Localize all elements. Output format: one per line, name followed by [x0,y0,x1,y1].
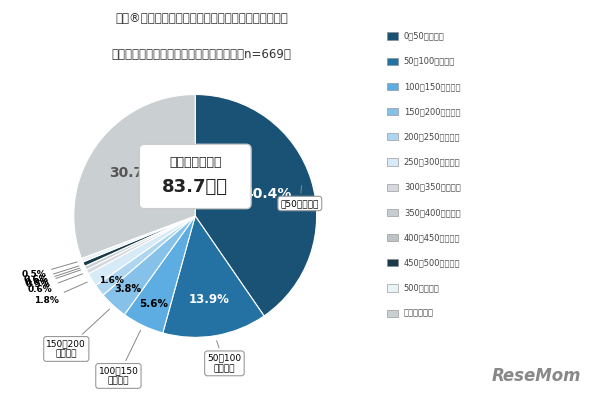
Text: 0〜50時間未満: 0〜50時間未満 [404,32,445,40]
Wedge shape [85,216,195,266]
Text: 0.6%: 0.6% [28,274,82,294]
Text: 0.0%: 0.0% [24,268,80,287]
Text: 覚えていない: 覚えていない [404,309,434,318]
Text: 50〜100時間未満: 50〜100時間未満 [404,57,455,66]
Wedge shape [82,216,195,262]
Wedge shape [103,216,195,315]
Text: 合格するために何時間学習しましたか。（n=669）: 合格するために何時間学習しましたか。（n=669） [112,48,291,61]
Text: 150〜200
時間未満: 150〜200 時間未満 [46,309,110,359]
FancyBboxPatch shape [139,144,251,209]
Text: 350〜400時間未満: 350〜400時間未満 [404,208,461,217]
Text: 100〜150時間未満: 100〜150時間未満 [404,82,461,91]
Text: 400〜450時間未満: 400〜450時間未満 [404,233,461,242]
Text: 0.6%: 0.6% [23,266,79,284]
Text: 500時間以上: 500時間以上 [404,284,440,292]
Text: 0.5%: 0.5% [21,262,77,279]
Text: 300〜350時間未満: 300〜350時間未満 [404,183,461,192]
Text: 5.6%: 5.6% [139,298,168,308]
Text: 0.5%: 0.5% [26,270,81,289]
Text: 13.9%: 13.9% [189,293,230,306]
Text: ReseMom: ReseMom [492,367,581,385]
Text: 英検®受験において、あなたがお持ちの一番上の級に: 英検®受験において、あなたがお持ちの一番上の級に [115,12,288,25]
Wedge shape [124,216,195,333]
Text: 1.8%: 1.8% [34,282,87,305]
Text: 平均学習時間は: 平均学習時間は [169,156,221,169]
Wedge shape [195,94,317,316]
Text: 450〜500時間未満: 450〜500時間未満 [404,258,461,267]
Text: 200〜250時間未満: 200〜250時間未満 [404,132,461,141]
Text: 50〜100
時間未満: 50〜100 時間未満 [207,341,242,373]
Text: ～50時間未満: ～50時間未満 [281,186,319,208]
Text: 3.8%: 3.8% [115,284,142,294]
Text: 250〜300時間未満: 250〜300時間未満 [404,158,461,166]
Wedge shape [87,216,195,274]
Wedge shape [85,216,195,270]
Text: 40.4%: 40.4% [243,186,292,200]
Wedge shape [88,216,195,286]
Wedge shape [83,216,195,266]
Wedge shape [163,216,264,337]
Text: 83.7時間: 83.7時間 [162,178,228,196]
Text: 150〜200時間未満: 150〜200時間未満 [404,107,461,116]
Text: 30.7%: 30.7% [109,166,157,180]
Text: 100〜150
時間未満: 100〜150 時間未満 [98,330,140,386]
Wedge shape [74,94,195,258]
Text: 1.6%: 1.6% [99,276,124,285]
Wedge shape [96,216,195,295]
